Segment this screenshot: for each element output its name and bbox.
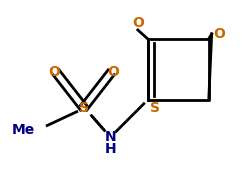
Text: S: S bbox=[78, 101, 88, 115]
Text: S: S bbox=[149, 101, 159, 115]
Text: O: O bbox=[131, 16, 143, 30]
Text: O: O bbox=[48, 65, 60, 79]
Text: O: O bbox=[107, 65, 119, 79]
Text: Me: Me bbox=[12, 123, 35, 137]
Text: O: O bbox=[213, 27, 225, 41]
Text: H: H bbox=[104, 142, 116, 156]
Text: N: N bbox=[104, 130, 116, 144]
